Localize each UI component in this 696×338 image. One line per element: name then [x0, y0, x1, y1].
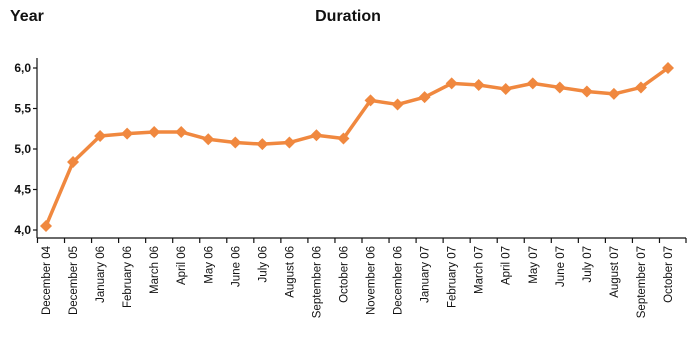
x-ticks: December 04 December 05 January 06 February… — [36, 238, 687, 318]
axes — [36, 58, 686, 239]
x-tick-label: December 05 — [68, 246, 80, 315]
x-tick-label: December 06 — [393, 246, 405, 315]
x-tick-label: May 06 — [203, 246, 215, 284]
x-tick-label: May 07 — [528, 246, 540, 284]
data-point — [472, 79, 485, 92]
x-tick-label: July 07 — [582, 246, 594, 282]
x-tick-label: January 06 — [95, 246, 107, 303]
x-tick-label: June 07 — [555, 246, 567, 287]
x-tick-label: June 06 — [230, 246, 242, 287]
x-tick-label: April 06 — [176, 246, 188, 285]
data-point — [499, 83, 512, 96]
data-point — [175, 125, 188, 138]
data-point — [580, 85, 593, 98]
x-tick-label: July 06 — [257, 246, 269, 282]
x-tick-label: November 06 — [366, 246, 378, 315]
y-tick-label: 4,0 — [14, 223, 31, 237]
x-tick-label: September 07 — [636, 246, 648, 318]
y-ticks: 4,0 4,5 5,0 5,5 6,0 — [14, 61, 37, 237]
data-point — [202, 133, 215, 146]
y-axis-label: Year — [10, 8, 44, 25]
data-point — [418, 91, 431, 104]
x-tick-label: February 07 — [447, 246, 459, 308]
x-tick-label: January 07 — [420, 246, 432, 303]
data-point — [229, 136, 242, 149]
data-point — [662, 62, 674, 74]
x-tick-label: August 06 — [284, 246, 296, 298]
x-tick-label: December 04 — [41, 245, 53, 315]
data-point — [256, 138, 269, 151]
data-point — [526, 77, 539, 90]
y-tick-label: 5,5 — [14, 102, 31, 116]
data-point — [67, 155, 80, 168]
chart-title: Duration — [315, 8, 381, 25]
series-group — [40, 62, 674, 232]
data-point — [634, 81, 647, 94]
x-tick-label: October 07 — [663, 246, 675, 303]
x-tick-label: April 07 — [501, 246, 513, 285]
data-point — [148, 125, 161, 138]
x-tick-label: August 07 — [609, 246, 621, 298]
x-tick-label: October 06 — [338, 246, 350, 303]
series-line — [44, 66, 670, 227]
data-point — [445, 77, 458, 90]
data-point — [121, 127, 134, 140]
data-point — [94, 130, 107, 143]
y-tick-label: 6,0 — [14, 61, 31, 75]
data-point — [364, 94, 377, 107]
x-tick-label: February 06 — [122, 246, 134, 308]
data-point — [391, 98, 404, 111]
data-point — [310, 129, 323, 142]
y-tick-label: 4,5 — [14, 183, 31, 197]
data-point — [337, 132, 350, 145]
x-tick-label: September 06 — [311, 246, 323, 318]
x-tick-label: March 07 — [474, 246, 486, 294]
data-point — [283, 136, 296, 149]
x-tick-label: March 06 — [149, 246, 161, 294]
data-point — [607, 87, 620, 100]
y-tick-label: 5,0 — [14, 142, 31, 156]
data-point — [40, 219, 52, 232]
data-point — [553, 81, 566, 94]
